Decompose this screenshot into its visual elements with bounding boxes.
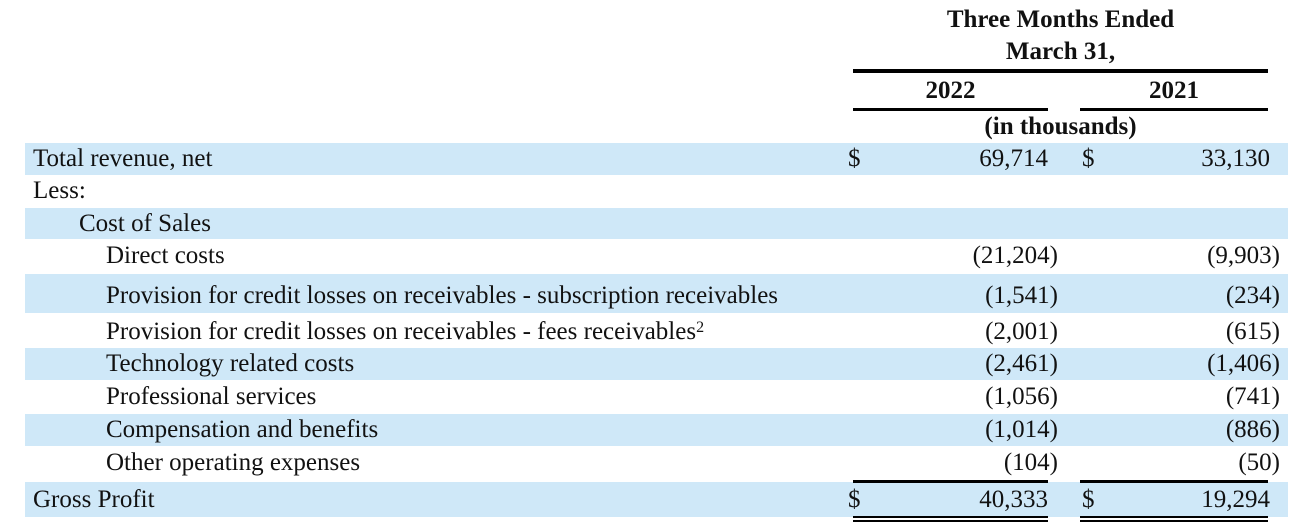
row-label-technology: Technology related costs <box>106 350 355 377</box>
value-provision-fees-2022: (2,001) <box>985 318 1058 345</box>
row-label-cost-of-sales: Cost of Sales <box>79 210 211 237</box>
row-label-professional: Professional services <box>106 383 317 410</box>
footnote-marker: 2 <box>696 319 705 336</box>
currency-symbol: $ <box>848 486 861 513</box>
value-gross-profit-2022: 40,333 <box>979 486 1048 513</box>
double-rule-2022-b <box>853 520 1048 522</box>
column-header-2022: 2022 <box>925 77 976 104</box>
row-label-direct-costs: Direct costs <box>106 242 225 269</box>
row-label-gross-profit: Gross Profit <box>33 486 155 513</box>
value-other-opex-2021: (50) <box>1238 449 1280 476</box>
value-provision-subscription-2022: (1,541) <box>985 282 1058 309</box>
value-professional-2022: (1,056) <box>985 383 1058 410</box>
row-label-provision-fees: Provision for credit losses on receivabl… <box>106 318 705 345</box>
row-band-compensation <box>25 414 1288 446</box>
double-rule-2022-a <box>853 516 1048 518</box>
value-total-revenue-2022: 69,714 <box>979 145 1048 172</box>
row-label-provision-subscription: Provision for credit losses on receivabl… <box>106 282 779 309</box>
header-rule-top <box>853 69 1268 73</box>
header-rule-2022 <box>853 108 1048 111</box>
currency-symbol: $ <box>848 145 861 172</box>
value-gross-profit-2021: 19,294 <box>1201 486 1270 513</box>
row-band-cost-of-sales <box>25 208 1288 239</box>
row-band-gross-profit <box>25 482 1288 517</box>
total-rule-2021 <box>1080 480 1268 483</box>
value-compensation-2021: (886) <box>1225 416 1280 443</box>
header-rule-2021 <box>1080 108 1268 111</box>
row-label-less: Less: <box>33 177 86 204</box>
value-direct-costs-2022: (21,204) <box>972 242 1058 269</box>
value-other-opex-2022: (104) <box>1003 449 1058 476</box>
row-label-total-revenue: Total revenue, net <box>33 145 213 172</box>
value-professional-2021: (741) <box>1225 383 1280 410</box>
row-band-provision-subscription <box>25 274 1288 313</box>
column-header-2021: 2021 <box>1149 77 1199 104</box>
value-compensation-2022: (1,014) <box>985 416 1058 443</box>
row-label-compensation: Compensation and benefits <box>106 416 379 443</box>
value-provision-subscription-2021: (234) <box>1225 282 1280 309</box>
period-header-line1: Three Months Ended <box>946 6 1175 33</box>
period-header-line2: March 31, <box>1005 38 1116 65</box>
currency-symbol: $ <box>1082 145 1095 172</box>
value-total-revenue-2021: 33,130 <box>1201 145 1270 172</box>
row-band-total-revenue <box>25 143 1288 175</box>
row-label-other-opex: Other operating expenses <box>106 449 361 476</box>
units-label: (in thousands) <box>984 113 1137 140</box>
total-rule-2022 <box>853 480 1048 483</box>
double-rule-2021-b <box>1080 520 1268 522</box>
value-direct-costs-2021: (9,903) <box>1207 242 1280 269</box>
value-technology-2021: (1,406) <box>1207 350 1280 377</box>
row-band-technology <box>25 348 1288 380</box>
double-rule-2021-a <box>1080 516 1268 518</box>
value-technology-2022: (2,461) <box>985 350 1058 377</box>
currency-symbol: $ <box>1082 486 1095 513</box>
value-provision-fees-2021: (615) <box>1225 318 1280 345</box>
